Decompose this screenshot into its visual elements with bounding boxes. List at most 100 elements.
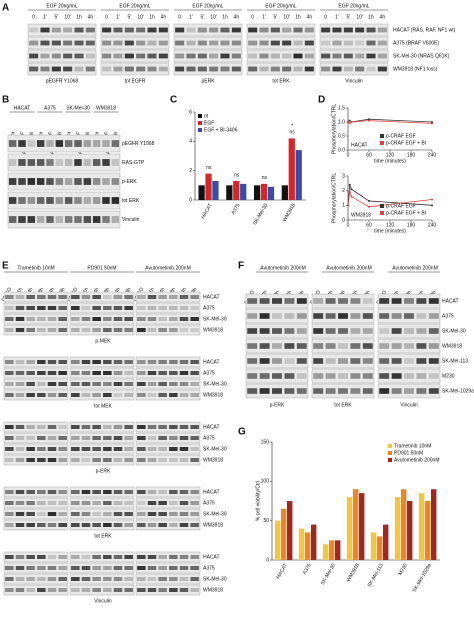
band: [313, 298, 324, 304]
band: [18, 197, 26, 204]
blot: [69, 443, 135, 455]
band: [158, 66, 168, 72]
cell-line-label: SK-Mel-30: [442, 328, 466, 334]
bar: [299, 528, 305, 560]
lane-label: 4h: [93, 286, 101, 294]
band: [270, 40, 280, 46]
band: [179, 523, 189, 527]
band: [29, 27, 39, 33]
band: [85, 66, 95, 72]
point: [347, 204, 349, 207]
blot: [69, 421, 135, 433]
cell-line-label: HACAT: [14, 105, 31, 111]
y-tick-label: 0.0: [338, 147, 345, 153]
cell-line-label: A375: [203, 500, 215, 506]
band: [124, 555, 133, 559]
band: [51, 66, 61, 72]
band: [179, 328, 189, 332]
band: [113, 566, 123, 570]
blot: [377, 323, 441, 339]
band: [103, 588, 112, 592]
blot: [3, 313, 69, 325]
band: [113, 447, 123, 451]
band: [137, 577, 146, 581]
bar: [275, 520, 281, 560]
band: [169, 360, 178, 364]
cell-line-label: WM3918: [203, 587, 223, 593]
band: [272, 388, 282, 394]
band: [147, 295, 157, 299]
band: [186, 27, 196, 33]
cell-line-label: WM3918: [442, 343, 462, 349]
band: [179, 588, 189, 592]
band: [124, 371, 133, 375]
band: [179, 393, 189, 397]
band: [111, 178, 120, 185]
band: [428, 298, 439, 304]
blot-label: tot ERK: [122, 198, 140, 204]
blot: [246, 62, 316, 76]
bar: [431, 489, 437, 560]
x-tick-label: 240: [428, 222, 437, 228]
band: [55, 197, 64, 204]
blot: [3, 573, 69, 585]
lane-label: 4h: [88, 14, 94, 20]
blot-label: tot ERK: [94, 533, 112, 539]
band: [124, 425, 133, 429]
band: [147, 53, 157, 59]
band: [40, 27, 50, 33]
lane-label: 4h: [161, 14, 167, 20]
band: [147, 523, 157, 527]
band: [220, 53, 230, 59]
band: [377, 40, 387, 46]
band: [259, 358, 270, 364]
legend-swatch: [388, 458, 392, 462]
band: [15, 512, 25, 516]
band: [147, 566, 157, 570]
band: [147, 490, 157, 494]
band: [158, 566, 167, 570]
band: [8, 178, 17, 185]
bar: [401, 489, 407, 560]
lane-label: 10': [283, 14, 290, 20]
band: [92, 436, 101, 440]
band: [179, 512, 189, 516]
band: [63, 27, 73, 33]
point: [348, 191, 351, 194]
band: [37, 317, 46, 321]
band: [58, 490, 67, 494]
band: [190, 328, 199, 332]
blot: [246, 23, 316, 37]
blot: [3, 367, 69, 379]
band: [81, 371, 91, 375]
band: [428, 343, 439, 349]
panel-label: G: [238, 427, 246, 438]
band: [272, 328, 282, 334]
band: [71, 566, 80, 570]
band: [71, 382, 80, 386]
band: [282, 53, 292, 59]
band: [63, 40, 73, 46]
band: [247, 328, 258, 334]
band: [325, 343, 336, 349]
band: [113, 295, 123, 299]
lane-label: 1h: [82, 286, 90, 294]
band: [147, 512, 157, 516]
blot: [135, 562, 201, 574]
band: [137, 501, 146, 505]
band: [137, 306, 146, 310]
band: [113, 490, 123, 494]
bar: [281, 508, 287, 560]
band: [26, 393, 35, 397]
band: [313, 328, 324, 334]
lane-label: 8h: [273, 289, 281, 297]
bar: [253, 185, 261, 200]
band: [26, 425, 35, 429]
lane-label: 10': [210, 14, 217, 20]
lane-label: 1h: [368, 14, 374, 20]
band: [428, 313, 439, 319]
band: [102, 159, 110, 166]
lane-label: 0: [324, 14, 327, 20]
band: [247, 343, 258, 349]
band: [248, 53, 258, 59]
